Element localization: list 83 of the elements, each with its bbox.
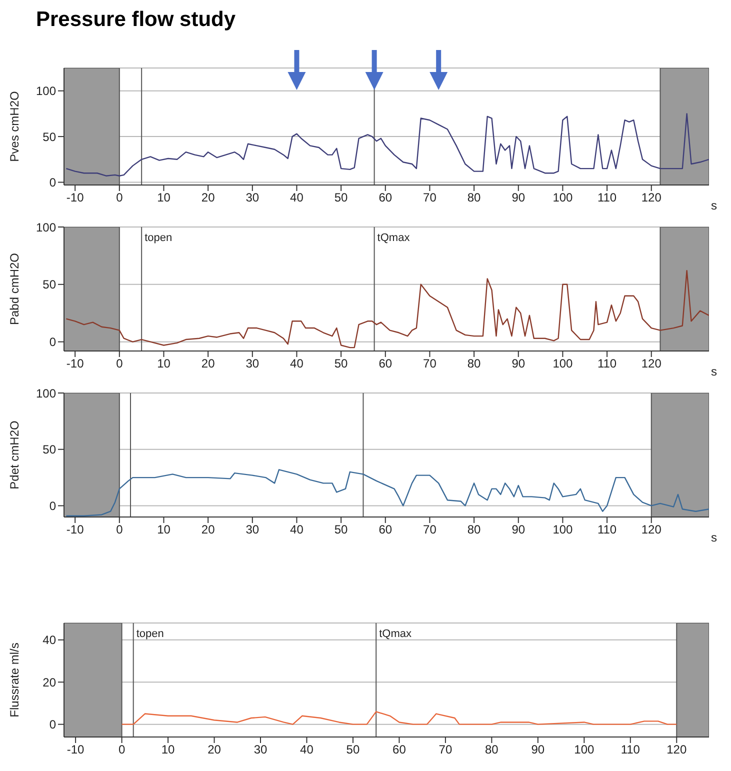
y-axis-title: Pabd cmH2O	[7, 252, 22, 326]
x-tick-label: 80	[467, 522, 482, 537]
ref-line-label: tQmax	[379, 628, 412, 640]
x-tick-label: 120	[641, 190, 662, 205]
x-tick-label: 90	[531, 742, 545, 757]
x-tick-label: 90	[512, 190, 526, 205]
y-tick-label: 0	[49, 498, 56, 513]
x-tick-label: 10	[161, 742, 176, 757]
x-tick-label: -10	[66, 190, 84, 205]
x-axis-title: s	[711, 364, 717, 378]
x-tick-label: 0	[116, 522, 124, 537]
y-tick-label: 50	[42, 278, 56, 292]
line-series	[121, 711, 678, 725]
x-tick-label: 40	[290, 522, 304, 537]
x-tick-label: 30	[246, 522, 260, 537]
x-tick-label: 100	[552, 190, 574, 205]
x-tick-label: 10	[157, 356, 171, 371]
x-tick-label: -10	[66, 356, 84, 371]
x-tick-label: 10	[157, 522, 171, 537]
y-tick-label: 50	[42, 130, 56, 144]
x-tick-label: 70	[423, 522, 437, 537]
x-tick-label: 120	[641, 356, 662, 371]
x-tick-label: 20	[201, 190, 216, 205]
x-tick-label: -10	[66, 522, 84, 537]
x-tick-label: 20	[208, 742, 222, 757]
x-tick-label: 30	[246, 190, 260, 205]
x-tick-label: 50	[346, 742, 360, 757]
x-tick-label: 0	[116, 356, 124, 371]
x-tick-label: 40	[300, 742, 314, 757]
y-tick-label: 100	[36, 220, 56, 234]
ref-line-label: topen	[136, 628, 164, 640]
y-tick-label: 0	[49, 335, 56, 350]
x-tick-label: 110	[597, 190, 617, 205]
x-tick-label: -10	[66, 742, 85, 757]
x-tick-label: 10	[157, 190, 171, 205]
x-tick-label: 70	[423, 356, 437, 371]
chart-title: Pressure flow study	[36, 8, 237, 32]
x-tick-label: 90	[512, 356, 526, 371]
x-tick-label: 0	[116, 190, 124, 205]
x-tick-label: 110	[597, 356, 617, 371]
x-tick-label: 60	[378, 190, 392, 205]
line-series	[66, 113, 709, 176]
y-axis-title: Pves cmH2O	[7, 91, 22, 162]
x-tick-label: 80	[485, 742, 499, 757]
x-tick-label: 60	[378, 522, 392, 537]
y-axis-title: Pdet cmH2O	[7, 420, 22, 490]
x-axis-title: s	[711, 198, 717, 212]
x-tick-label: 20	[201, 356, 216, 371]
x-tick-label: 100	[552, 522, 574, 537]
x-tick-label: 60	[378, 356, 392, 371]
x-tick-label: 100	[552, 356, 574, 371]
ref-line-label: topen	[144, 232, 172, 244]
x-tick-label: 80	[467, 190, 482, 205]
y-tick-label: 100	[36, 386, 56, 400]
x-tick-label: 70	[423, 190, 437, 205]
y-tick-label: 20	[42, 675, 56, 690]
x-tick-label: 0	[118, 742, 126, 757]
x-tick-label: 30	[254, 742, 268, 757]
x-tick-label: 40	[290, 356, 304, 371]
x-tick-label: 50	[334, 356, 348, 371]
x-tick-label: 50	[334, 190, 348, 205]
ref-line-label: tQmax	[377, 232, 410, 244]
y-tick-label: 40	[42, 633, 56, 648]
x-tick-label: 110	[597, 522, 617, 537]
y-axis-title: Flussrate ml/s	[7, 642, 22, 718]
x-axis-title: s	[711, 530, 717, 544]
x-tick-label: 30	[246, 356, 260, 371]
x-tick-label: 80	[467, 356, 482, 371]
x-tick-label: 120	[666, 742, 687, 757]
x-tick-label: 50	[334, 522, 348, 537]
x-tick-label: 100	[574, 742, 594, 757]
y-tick-label: 0	[49, 718, 56, 732]
x-tick-label: 110	[620, 742, 640, 757]
x-tick-label: 90	[512, 522, 526, 537]
x-tick-label: 20	[201, 522, 216, 537]
y-tick-label: 50	[42, 442, 56, 457]
x-tick-label: 60	[392, 742, 406, 757]
x-tick-label: 40	[290, 190, 304, 205]
x-tick-label: 120	[641, 522, 662, 537]
y-tick-label: 0	[49, 176, 56, 190]
line-series	[66, 270, 709, 348]
x-tick-label: 70	[438, 742, 452, 757]
y-tick-label: 100	[36, 84, 56, 98]
